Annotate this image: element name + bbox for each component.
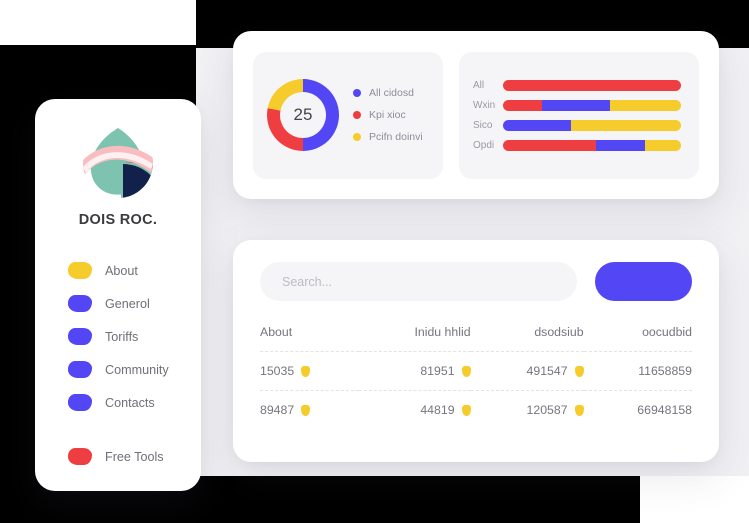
search-input[interactable]: [260, 262, 577, 301]
bar-track: [503, 139, 681, 151]
donut-chart: 25: [267, 79, 339, 151]
table-cell: 89487: [260, 390, 360, 429]
table-row: 15035 81951 491547 11658859: [260, 351, 692, 391]
table-cell: 11658859: [583, 351, 692, 391]
legend-label: All cidosd: [369, 87, 414, 99]
cell-value: 89487: [260, 403, 295, 417]
leaf-ribbon-logo-icon: [83, 128, 153, 198]
shield-badge-icon: [301, 365, 311, 377]
charts-card: 25 All cidosd Kpi xioc Pcifn doinvi All …: [233, 31, 719, 199]
bar-segment: [542, 99, 610, 111]
legend-item: Kpi xioc: [353, 104, 423, 126]
sidebar-item-toriffs[interactable]: Toriffs: [68, 320, 201, 353]
donut-legend: All cidosd Kpi xioc Pcifn doinvi: [353, 82, 423, 148]
sidebar-nav: About Generol Toriffs Community Contacts…: [35, 254, 201, 473]
brand-name: DOIS ROC.: [78, 212, 158, 228]
bar-row: All: [473, 79, 681, 91]
cell-value: 81951: [420, 364, 455, 378]
donut-chart-panel: 25 All cidosd Kpi xioc Pcifn doinvi: [253, 51, 443, 179]
data-table: About Inidu hhlid dsodsiub oocudbid 1503…: [260, 325, 692, 429]
sidebar-item-label: Contacts: [105, 395, 155, 410]
shield-badge-icon: [461, 404, 471, 416]
legend-label: Kpi xioc: [369, 109, 406, 121]
bar-track: [503, 119, 681, 131]
bar-segment: [645, 139, 681, 151]
bar-segment: [503, 119, 571, 131]
bullet-dot-icon: [68, 448, 92, 465]
bar-segment: [503, 79, 681, 91]
legend-item: All cidosd: [353, 82, 423, 104]
table-column-header[interactable]: About: [260, 325, 293, 339]
bar-track: [503, 99, 681, 111]
shield-badge-icon: [574, 365, 584, 377]
search-button[interactable]: [595, 262, 692, 301]
sidebar-item-free-tools[interactable]: Free Tools: [68, 440, 201, 473]
sidebar-item-label: Community: [105, 362, 169, 377]
bar-chart-panel: All Wxin Sico Opdi: [459, 51, 699, 179]
bar-row: Sico: [473, 119, 681, 131]
legend-dot-icon: [353, 89, 361, 97]
table-column-header[interactable]: dsodsiub: [534, 325, 584, 339]
bar-segment: [503, 99, 543, 111]
legend-item: Pcifn doinvi: [353, 126, 423, 148]
bullet-dot-icon: [68, 328, 92, 345]
bullet-dot-icon: [68, 361, 92, 378]
bar-track: [503, 79, 681, 91]
table-cell: 81951: [359, 351, 471, 391]
table-cell: 120587: [470, 390, 584, 429]
bullet-dot-icon: [68, 262, 92, 279]
legend-dot-icon: [353, 133, 361, 141]
table-card: About Inidu hhlid dsodsiub oocudbid 1503…: [233, 240, 719, 462]
table-cell: 491547: [470, 351, 584, 391]
sidebar-item-label: Free Tools: [105, 449, 164, 464]
bar-category-label: Sico: [473, 119, 493, 131]
bar-segment: [503, 139, 596, 151]
donut-center-value: 25: [280, 92, 326, 138]
sidebar-item-contacts[interactable]: Contacts: [68, 386, 201, 419]
bar-row: Opdi: [473, 139, 681, 151]
bar-category-label: All: [473, 79, 485, 91]
table-column-header[interactable]: oocudbid: [642, 325, 692, 339]
table-row: 89487 44819 120587 66948158: [260, 390, 692, 429]
table-header-row: About Inidu hhlid dsodsiub oocudbid: [260, 325, 692, 352]
bar-segment: [595, 139, 646, 151]
bar-category-label: Opdi: [473, 139, 495, 151]
cell-value: 15035: [260, 364, 295, 378]
sidebar-item-label: About: [105, 263, 138, 278]
sidebar-item-label: Generol: [105, 296, 150, 311]
bullet-dot-icon: [68, 394, 92, 411]
legend-dot-icon: [353, 111, 361, 119]
legend-label: Pcifn doinvi: [369, 131, 423, 143]
cell-value: 44819: [420, 403, 455, 417]
bar-category-label: Wxin: [473, 99, 496, 111]
sidebar-item-community[interactable]: Community: [68, 353, 201, 386]
sidebar: DOIS ROC. About Generol Toriffs Communit…: [35, 99, 201, 491]
table-column-header[interactable]: Inidu hhlid: [414, 325, 471, 339]
cell-value: 120587: [526, 403, 568, 417]
bar-segment: [609, 99, 681, 111]
bar-row: Wxin: [473, 99, 681, 111]
shield-badge-icon: [574, 404, 584, 416]
background-white-bottom-right: [640, 476, 749, 523]
sidebar-item-generol[interactable]: Generol: [68, 287, 201, 320]
brand-logo: [77, 119, 159, 201]
table-cell: 66948158: [583, 390, 692, 429]
bullet-dot-icon: [68, 295, 92, 312]
bar-segment: [570, 119, 681, 131]
table-cell: 15035: [260, 351, 360, 391]
search-row: [260, 262, 692, 301]
sidebar-item-label: Toriffs: [105, 329, 139, 344]
table-cell: 44819: [359, 390, 471, 429]
shield-badge-icon: [301, 404, 311, 416]
background-white-top-left: [0, 0, 196, 45]
cell-value: 491547: [526, 364, 568, 378]
sidebar-item-about[interactable]: About: [68, 254, 201, 287]
shield-badge-icon: [461, 365, 471, 377]
